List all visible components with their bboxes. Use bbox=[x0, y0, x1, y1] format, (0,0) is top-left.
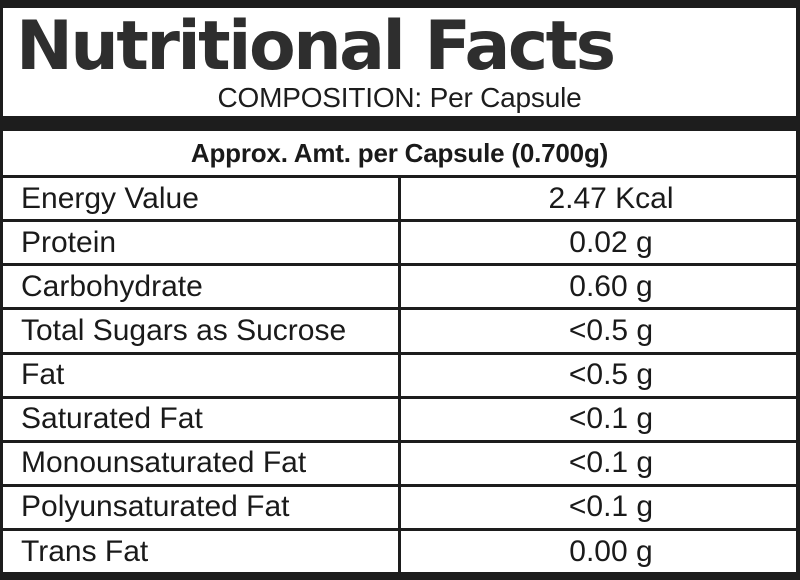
nutrient-value: <0.1 g bbox=[398, 483, 796, 532]
nutrient-name: Total Sugars as Sucrose bbox=[3, 307, 401, 355]
header-divider-bar bbox=[3, 116, 796, 131]
table-header-row: Approx. Amt. per Capsule (0.700g) bbox=[3, 129, 796, 178]
label-header: Nutritional Facts COMPOSITION: Per Capsu… bbox=[3, 8, 796, 116]
label-subtitle: COMPOSITION: Per Capsule bbox=[217, 82, 582, 113]
table-row: Saturated Fat <0.1 g bbox=[3, 395, 796, 443]
nutrient-name: Energy Value bbox=[3, 174, 401, 223]
table-row: Trans Fat 0.00 g bbox=[3, 528, 796, 572]
nutrient-name: Trans Fat bbox=[3, 528, 401, 572]
nutrient-name: Protein bbox=[3, 219, 401, 267]
table-row: Total Sugars as Sucrose <0.5 g bbox=[3, 307, 796, 355]
nutrient-value: 0.02 g bbox=[398, 219, 796, 267]
table-row: Fat <0.5 g bbox=[3, 351, 796, 399]
table-header: Approx. Amt. per Capsule (0.700g) bbox=[3, 129, 796, 178]
label-title: Nutritional Facts bbox=[16, 7, 616, 86]
nutrient-value: <0.1 g bbox=[398, 395, 796, 443]
table-row: Energy Value 2.47 Kcal bbox=[3, 174, 796, 223]
nutrient-value: 0.00 g bbox=[398, 528, 796, 572]
nutrient-value: <0.1 g bbox=[398, 439, 796, 487]
nutrient-value: 2.47 Kcal bbox=[398, 174, 796, 223]
table-row: Polyunsaturated Fat <0.1 g bbox=[3, 483, 796, 532]
table-row: Carbohydrate 0.60 g bbox=[3, 263, 796, 311]
nutrient-name: Fat bbox=[3, 351, 401, 399]
nutrient-value: <0.5 g bbox=[398, 307, 796, 355]
nutrient-value: <0.5 g bbox=[398, 351, 796, 399]
table-row: Monounsaturated Fat <0.1 g bbox=[3, 439, 796, 487]
nutrient-name: Saturated Fat bbox=[3, 395, 401, 443]
table-row: Protein 0.02 g bbox=[3, 219, 796, 267]
nutrient-name: Polyunsaturated Fat bbox=[3, 483, 401, 532]
nutrient-value: 0.60 g bbox=[398, 263, 796, 311]
nutrient-name: Monounsaturated Fat bbox=[3, 439, 401, 487]
nutrition-table: Approx. Amt. per Capsule (0.700g) Energy… bbox=[3, 129, 796, 572]
nutrient-name: Carbohydrate bbox=[3, 263, 401, 311]
